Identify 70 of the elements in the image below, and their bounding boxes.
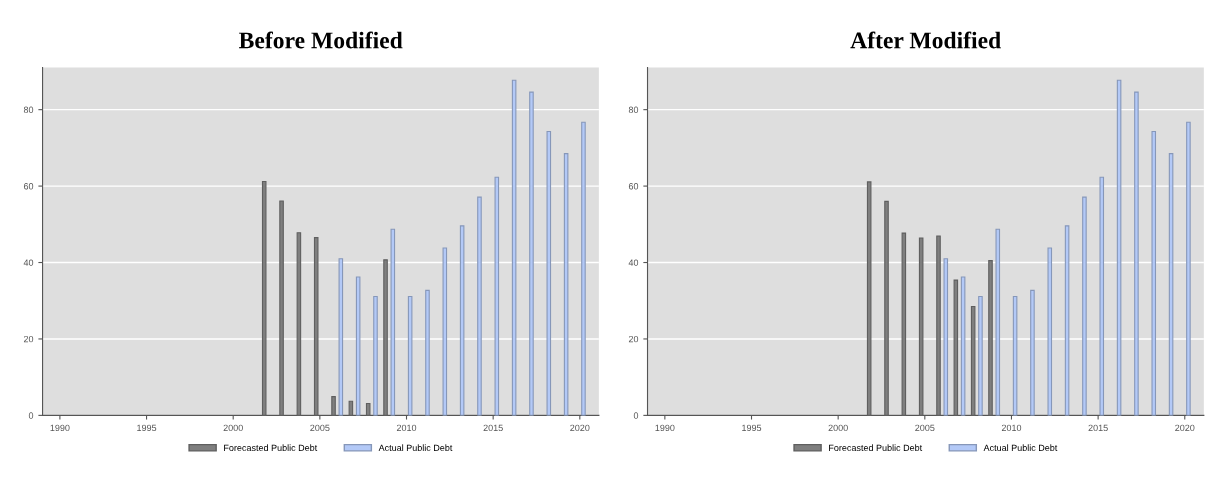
x-tick-label: 1995 xyxy=(137,424,157,432)
y-tick-label: 40 xyxy=(23,259,34,266)
bar xyxy=(261,180,267,416)
x-tick-label: 2010 xyxy=(1001,424,1022,432)
bar xyxy=(901,232,907,416)
bar xyxy=(494,176,500,416)
bar xyxy=(331,396,336,416)
bar xyxy=(936,235,941,416)
bar xyxy=(943,258,949,416)
bar xyxy=(511,79,517,416)
x-tick-label: 1995 xyxy=(742,424,762,432)
bar xyxy=(866,181,872,416)
bar xyxy=(373,295,378,416)
x-tick-label: 2015 xyxy=(483,424,503,432)
legend-label: Actual Public Debt xyxy=(378,444,453,451)
x-tick-label: 2005 xyxy=(310,424,330,432)
y-tick-label: 0 xyxy=(633,412,639,419)
bar xyxy=(477,196,482,416)
bar xyxy=(1082,196,1087,416)
bar xyxy=(365,402,371,416)
legend-label: Forecasted Public Debt xyxy=(829,444,923,451)
bar xyxy=(279,200,284,416)
x-tick-label: 2020 xyxy=(570,424,590,432)
y-tick-label: 80 xyxy=(628,106,639,114)
x-tick-label: 1990 xyxy=(655,424,675,432)
bar xyxy=(563,153,569,416)
bar xyxy=(1186,121,1191,416)
y-tick-label: 80 xyxy=(23,106,34,114)
bar xyxy=(348,400,354,416)
bar xyxy=(529,91,534,416)
bar xyxy=(390,228,396,416)
bar xyxy=(338,258,344,416)
bar xyxy=(355,276,361,416)
bar xyxy=(988,260,993,416)
chart-title: Before Modified xyxy=(239,31,403,49)
x-tick-label: 2000 xyxy=(223,424,243,432)
y-tick-label: 20 xyxy=(23,335,34,343)
x-tick-label: 1990 xyxy=(50,424,70,432)
y-tick-label: 60 xyxy=(628,183,639,190)
bar xyxy=(918,237,924,416)
y-tick-label: 20 xyxy=(628,335,639,343)
bar xyxy=(407,295,413,416)
bar xyxy=(1047,247,1053,416)
x-tick-label: 2000 xyxy=(828,424,848,432)
bar xyxy=(425,289,430,416)
chart-title: After Modified xyxy=(850,31,1001,49)
x-tick-label: 2005 xyxy=(915,424,935,432)
bar xyxy=(1134,91,1139,416)
bar xyxy=(442,247,448,416)
legend-label: Actual Public Debt xyxy=(983,444,1058,451)
bar xyxy=(995,228,1001,416)
y-tick-label: 60 xyxy=(23,183,34,190)
bar xyxy=(581,121,586,416)
bar xyxy=(1030,289,1035,416)
legend-label: Forecasted Public Debt xyxy=(224,444,318,451)
bar xyxy=(970,305,976,416)
bar xyxy=(978,295,983,416)
bar xyxy=(459,225,465,416)
bar xyxy=(383,259,388,416)
x-tick-label: 2010 xyxy=(396,424,417,432)
bar xyxy=(313,237,319,416)
bar xyxy=(1099,176,1105,416)
bar xyxy=(884,200,889,416)
x-tick-label: 2015 xyxy=(1088,424,1108,432)
bar xyxy=(953,279,959,416)
bar xyxy=(1151,130,1157,416)
y-tick-label: 40 xyxy=(628,259,639,266)
y-tick-label: 0 xyxy=(28,412,34,419)
x-tick-label: 2020 xyxy=(1175,424,1195,432)
bar xyxy=(546,130,552,416)
